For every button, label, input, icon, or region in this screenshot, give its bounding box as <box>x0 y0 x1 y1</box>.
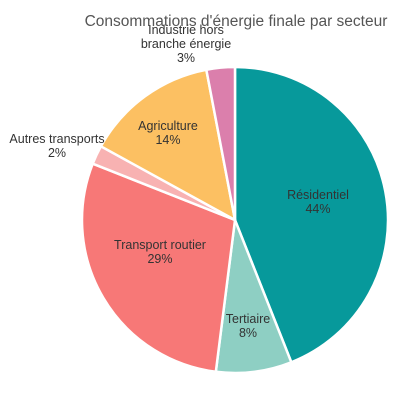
slice-value-label: 3% <box>177 51 195 65</box>
slice-name-label: Agriculture <box>138 119 198 133</box>
slice-value-label: 44% <box>305 202 330 216</box>
slice-name-label: Transport routier <box>114 238 206 252</box>
slice-value-label: 2% <box>48 146 66 160</box>
slice-label-3: Autres transports 2% <box>9 132 104 160</box>
slice-value-label: 29% <box>147 252 172 266</box>
slice-label-5: Industrie hors branche énergie 3% <box>141 23 231 65</box>
slice-label-4: Agriculture 14% <box>138 119 198 147</box>
pie-slice-0 <box>233 65 390 364</box>
slice-label-0: Résidentiel 44% <box>287 188 349 216</box>
slice-label-2: Transport routier 29% <box>114 238 206 266</box>
slice-name-label: Résidentiel <box>287 188 349 202</box>
slice-value-label: 8% <box>239 326 257 340</box>
slice-label-1: Tertiaire 8% <box>226 312 271 340</box>
chart-title: Consommations d'énergie finale par secte… <box>85 13 388 30</box>
slice-name-label: Industrie hors <box>148 23 224 37</box>
slice-name-label: Tertiaire <box>226 312 271 326</box>
pie-labels: Résidentiel 44% Tertiaire 8% Transport routi… <box>9 23 349 340</box>
pie-slice-4 <box>99 68 237 223</box>
slice-name-label: branche énergie <box>141 37 231 51</box>
pie-slices <box>80 65 390 375</box>
slice-value-label: 14% <box>155 133 180 147</box>
slice-name-label: Autres transports <box>9 132 104 146</box>
pie-slice-5 <box>204 65 237 221</box>
pie-slice-2 <box>80 162 237 374</box>
